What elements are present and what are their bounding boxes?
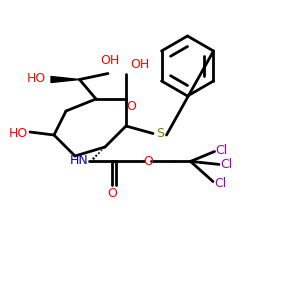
- Text: O: O: [126, 100, 136, 113]
- Text: Cl: Cl: [220, 158, 232, 171]
- Text: O: O: [108, 187, 117, 200]
- Text: HO: HO: [8, 127, 28, 140]
- Text: OH: OH: [100, 55, 119, 68]
- Text: HN: HN: [70, 154, 88, 167]
- Text: O: O: [143, 155, 153, 168]
- Text: S: S: [156, 127, 164, 140]
- Text: Cl: Cl: [215, 144, 228, 157]
- Text: Cl: Cl: [214, 177, 226, 190]
- Text: HO: HO: [27, 72, 46, 85]
- Polygon shape: [51, 76, 80, 82]
- Text: OH: OH: [130, 58, 150, 71]
